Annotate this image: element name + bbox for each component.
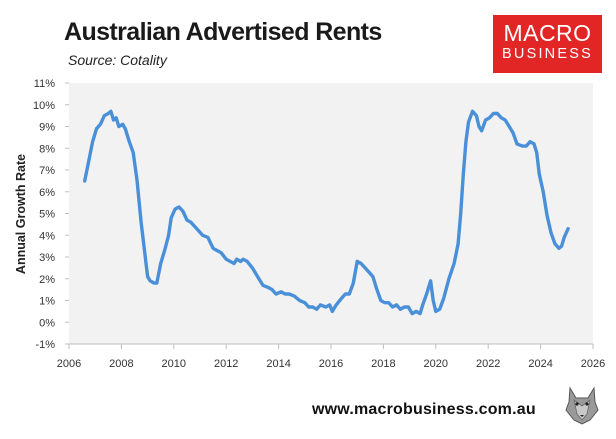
x-tick-label: 2008	[109, 358, 133, 370]
x-tick-label: 2024	[528, 358, 552, 370]
y-tick-label: 10%	[33, 100, 55, 112]
chart-source: Source: Cotality	[68, 52, 167, 68]
y-axis-label: Annual Growth Rate	[14, 154, 28, 274]
x-tick-label: 2026	[581, 358, 605, 370]
website-link[interactable]: www.macrobusiness.com.au	[312, 401, 536, 418]
y-tick-label: 11%	[34, 78, 55, 90]
y-tick-label: 6%	[39, 187, 55, 199]
y-tick-label: 7%	[39, 165, 55, 177]
rent-growth-line	[83, 109, 570, 316]
y-axis: -1% 0% 1% 2% 3% 4% 5% 6% 7% 8% 9% 10% 11%	[33, 78, 69, 351]
y-tick-label: -1%	[35, 339, 55, 351]
y-tick-label: 2%	[39, 274, 55, 286]
logo-line-1: MACRO	[503, 20, 592, 46]
y-tick-label: 1%	[39, 296, 55, 308]
x-axis: 2006 2008 2010 2012 2014 2016 2018 2020 2022 2024…	[57, 343, 605, 370]
plot-area	[69, 83, 593, 344]
y-tick-label: 8%	[39, 143, 55, 155]
x-tick-label: 2016	[319, 358, 343, 370]
x-tick-label: 2010	[162, 358, 186, 370]
logo-line-2: BUSINESS	[502, 46, 593, 62]
y-tick-label: 3%	[39, 252, 55, 264]
x-tick-label: 2020	[424, 358, 448, 370]
y-tick-label: 9%	[39, 122, 55, 134]
x-tick-label: 2012	[214, 358, 238, 370]
wolf-emblem-icon	[562, 384, 602, 426]
x-tick-label: 2014	[266, 358, 290, 370]
x-tick-label: 2018	[371, 358, 395, 370]
y-tick-label: 0%	[39, 317, 55, 329]
y-tick-label: 5%	[39, 209, 55, 221]
y-tick-label: 4%	[39, 230, 55, 242]
x-tick-label: 2006	[57, 358, 81, 370]
macrobusiness-logo[interactable]: MACRO BUSINESS	[493, 15, 602, 73]
x-tick-label: 2022	[476, 358, 500, 370]
chart-title: Australian Advertised Rents	[64, 18, 382, 46]
